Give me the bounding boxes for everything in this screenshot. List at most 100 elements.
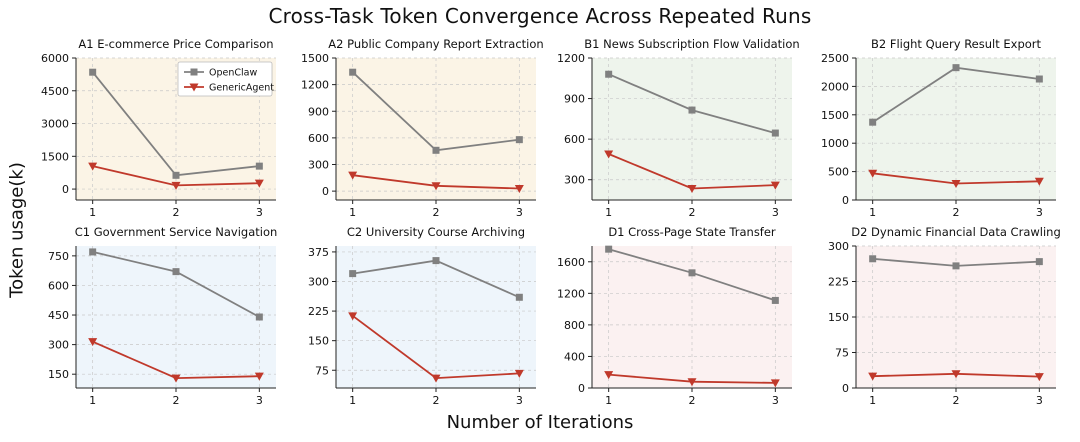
xtick-label: 3 <box>1036 206 1043 219</box>
data-point-square <box>515 293 523 301</box>
ytick-label: 600 <box>48 279 69 292</box>
xtick-label: 2 <box>173 206 180 219</box>
data-point-square <box>89 248 97 256</box>
subplot-background <box>336 58 536 200</box>
data-point-triangle <box>514 369 524 378</box>
ytick-label: 3000 <box>41 118 69 131</box>
ytick-label: 1000 <box>821 137 849 150</box>
ytick-label: 225 <box>308 305 329 318</box>
ytick-label: 600 <box>564 133 585 146</box>
data-point-triangle <box>770 181 780 190</box>
ytick-label: 0 <box>578 382 585 395</box>
subplot-title: D2 Dynamic Financial Data Crawling <box>851 225 1061 239</box>
xtick-label: 1 <box>605 394 612 407</box>
xtick-label: 1 <box>89 394 96 407</box>
ytick-label: 1200 <box>557 287 585 300</box>
ytick-label: 300 <box>308 159 329 172</box>
data-point-triangle <box>604 371 614 380</box>
data-point-square <box>952 64 960 72</box>
data-point-triangle <box>431 374 441 383</box>
data-point-triangle <box>348 312 358 321</box>
ytick-label: 450 <box>48 309 69 322</box>
figure-title: Cross-Task Token Convergence Across Repe… <box>268 4 812 28</box>
ytick-label: 225 <box>828 276 849 289</box>
subplot-title: D1 Cross-Page State Transfer <box>608 225 776 239</box>
ytick-label: 4500 <box>41 85 69 98</box>
subplot-7: 0 400 800 1200 1600 1 2 3 D1 Cross-Page State Tr… <box>557 225 792 407</box>
ytick-label: 750 <box>48 250 69 263</box>
data-point-square <box>688 269 696 277</box>
ytick-label: 150 <box>308 335 329 348</box>
ytick-label: 1500 <box>41 150 69 163</box>
data-point-triangle <box>431 182 441 191</box>
data-point-triangle <box>254 372 264 381</box>
data-point-square <box>605 70 613 78</box>
subplot-title: A1 E-commerce Price Comparison <box>78 37 273 51</box>
ytick-label: 0 <box>842 382 849 395</box>
subplot-title: C1 Government Service Navigation <box>75 225 278 239</box>
data-point-square <box>432 146 440 154</box>
data-point-triangle <box>687 378 697 387</box>
data-point-square <box>1035 75 1043 83</box>
data-point-square <box>771 296 779 304</box>
data-point-triangle <box>171 374 181 383</box>
data-point-square <box>952 262 960 270</box>
legend-marker-triangle <box>189 83 199 92</box>
data-point-triangle <box>951 180 961 189</box>
xtick-label: 3 <box>256 206 263 219</box>
ytick-label: 900 <box>308 105 329 118</box>
ytick-label: 600 <box>308 132 329 145</box>
data-point-square <box>172 171 180 179</box>
legend-label: GenericAgent <box>209 83 274 94</box>
data-point-triangle <box>687 185 697 194</box>
xtick-label: 3 <box>1036 394 1043 407</box>
subplot-title: B2 Flight Query Result Export <box>871 37 1042 51</box>
data-point-square <box>688 106 696 114</box>
subplot-8: 0 75 150 225 300 1 2 3 D2 Dynamic Financial Data… <box>828 225 1061 407</box>
xtick-label: 1 <box>869 394 876 407</box>
xtick-label: 3 <box>516 206 523 219</box>
ytick-label: 400 <box>564 350 585 363</box>
subplot-background <box>336 246 536 388</box>
ytick-label: 1200 <box>557 52 585 65</box>
xtick-label: 2 <box>953 394 960 407</box>
data-point-square <box>89 68 97 76</box>
subplot-3: 300 600 900 1200 1 2 3 B1 News Subscription Flo… <box>557 37 800 219</box>
ytick-label: 150 <box>48 368 69 381</box>
ytick-label: 2000 <box>821 80 849 93</box>
data-point-triangle <box>951 370 961 379</box>
ytick-label: 1200 <box>301 79 329 92</box>
data-point-triangle <box>770 379 780 388</box>
xtick-label: 1 <box>869 206 876 219</box>
xtick-label: 2 <box>433 206 440 219</box>
ytick-label: 800 <box>564 319 585 332</box>
data-point-square <box>515 136 523 144</box>
data-point-triangle <box>348 171 358 180</box>
ytick-label: 1600 <box>557 256 585 269</box>
data-point-triangle <box>1034 373 1044 382</box>
data-point-square <box>605 245 613 253</box>
data-point-square <box>771 129 779 137</box>
ytick-label: 75 <box>835 347 849 360</box>
subplot-1: 0 1500 3000 4500 6000 1 2 3 A1 E-commerce Price … <box>41 37 276 219</box>
xtick-label: 1 <box>349 394 356 407</box>
data-point-square <box>349 270 357 278</box>
xtick-label: 3 <box>772 206 779 219</box>
global-xlabel: Number of Iterations <box>446 412 634 433</box>
data-point-triangle <box>171 181 181 190</box>
ytick-label: 0 <box>62 183 69 196</box>
subplot-2: 0 300 600 900 1200 1500 1 2 3 A2 Public Company R… <box>301 37 544 219</box>
subplot-title: C2 University Course Archiving <box>347 225 525 239</box>
subplot-4: 0 500 1000 1500 2000 2500 1 2 3 B2 Flight Query R… <box>821 37 1056 219</box>
legend: OpenClaw GenericAgent <box>177 61 274 97</box>
data-point-square <box>1035 258 1043 266</box>
xtick-label: 3 <box>256 394 263 407</box>
data-point-triangle <box>254 179 264 188</box>
data-point-square <box>255 162 263 170</box>
xtick-label: 1 <box>89 206 96 219</box>
legend-label: OpenClaw <box>209 68 257 79</box>
ytick-label: 375 <box>308 246 329 259</box>
data-point-triangle <box>88 338 98 347</box>
ytick-label: 500 <box>828 166 849 179</box>
